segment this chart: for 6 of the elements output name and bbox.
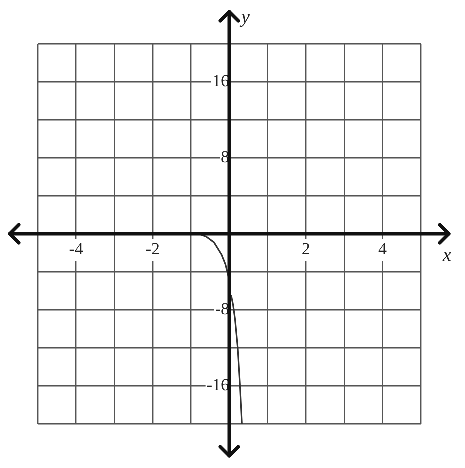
x-tick-label: 2 — [302, 240, 310, 259]
x-axis-title: x — [442, 245, 452, 266]
y-axis-title: y — [240, 7, 250, 28]
x-tick-label: -2 — [146, 240, 160, 259]
x-tick-label: -4 — [69, 240, 84, 259]
x-tick-label: 4 — [378, 240, 388, 259]
